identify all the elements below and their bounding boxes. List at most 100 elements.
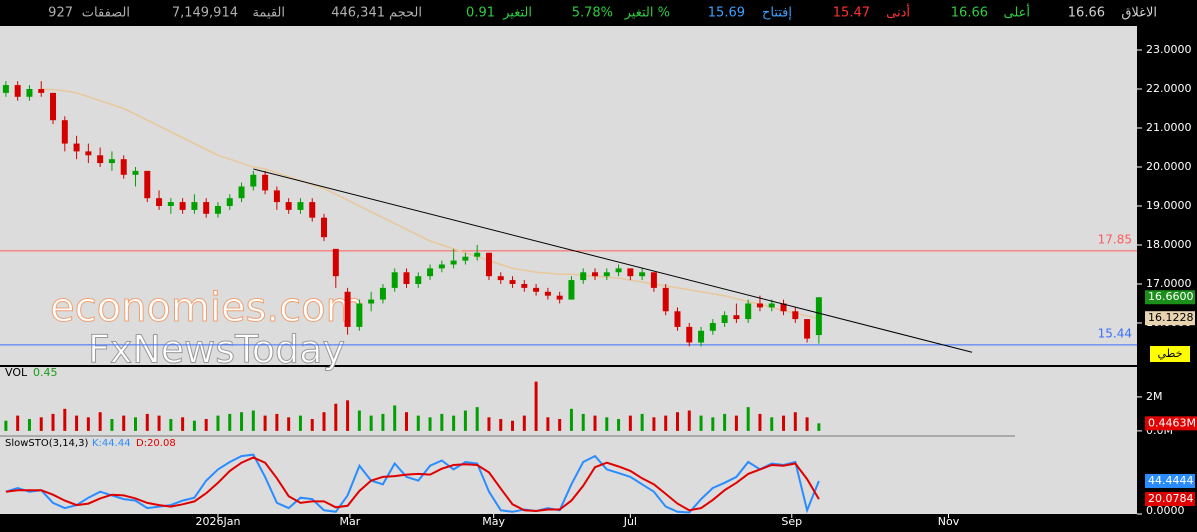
volume-bar bbox=[86, 417, 90, 431]
volume-bar bbox=[51, 413, 55, 431]
volume-bar bbox=[16, 415, 20, 431]
candle-body bbox=[721, 315, 728, 323]
volume-bar bbox=[534, 381, 538, 431]
x-tick-label: 2026Jan bbox=[195, 515, 240, 528]
x-tick-label: May bbox=[482, 515, 505, 528]
candle-body bbox=[639, 272, 646, 277]
y-tick-label: 23.0000 bbox=[1146, 43, 1192, 56]
candle-body bbox=[368, 299, 375, 304]
price-tag bbox=[1145, 416, 1197, 431]
candle-body bbox=[497, 276, 504, 281]
volume-bar bbox=[346, 400, 350, 431]
header-label: أعلى bbox=[1003, 4, 1030, 21]
candle-body bbox=[485, 252, 492, 277]
header-value: 7,149,914 bbox=[172, 6, 238, 21]
panel-title: VOL bbox=[5, 366, 28, 379]
candle-body bbox=[780, 303, 787, 312]
stoch-line bbox=[5, 453, 820, 514]
y-tick-label: 17.0000 bbox=[1146, 277, 1192, 290]
candle-body bbox=[568, 280, 575, 300]
candle-body bbox=[85, 151, 92, 156]
volume-bar bbox=[369, 415, 373, 431]
price-tag bbox=[1145, 473, 1195, 488]
volume-bar bbox=[546, 417, 550, 431]
candle-body bbox=[332, 248, 339, 277]
candle-body bbox=[815, 297, 822, 336]
header-value: 16.66 bbox=[1068, 6, 1105, 21]
volume-bar bbox=[122, 415, 126, 431]
candle-body bbox=[156, 198, 163, 206]
panel-title: SlowSTO(3,14,3) bbox=[5, 438, 88, 449]
scale-box bbox=[1150, 346, 1190, 362]
header-value: 15.47 bbox=[833, 6, 870, 21]
volume-bar bbox=[793, 412, 797, 431]
candle-body bbox=[379, 287, 386, 300]
header-value: 0.91 bbox=[466, 6, 495, 21]
candle-body bbox=[26, 88, 33, 97]
candle-body bbox=[203, 202, 210, 214]
header-label: الحجم bbox=[389, 6, 422, 21]
volume-bar bbox=[169, 419, 173, 431]
volume-bar bbox=[204, 419, 208, 431]
candle-body bbox=[592, 272, 599, 277]
volume-bar bbox=[511, 420, 515, 431]
header-value: 446,341 bbox=[331, 6, 385, 21]
candle-body bbox=[733, 315, 740, 320]
candle-body bbox=[61, 120, 68, 144]
stoch-line bbox=[5, 456, 820, 513]
candle-body bbox=[191, 202, 198, 210]
candle-body bbox=[415, 276, 422, 284]
volume-bar bbox=[475, 407, 479, 431]
volume-bar bbox=[558, 419, 562, 431]
volume-bar bbox=[652, 417, 656, 431]
volume-bar bbox=[805, 417, 809, 431]
candle-body bbox=[238, 186, 245, 199]
header-value: 5.78% bbox=[572, 6, 613, 21]
legend-entry: D:20.08 bbox=[136, 438, 176, 449]
candle-body bbox=[768, 303, 775, 308]
volume-bar bbox=[452, 415, 456, 431]
legend-entry: K:44.44 bbox=[92, 438, 131, 449]
y-tick-label: 2M bbox=[1146, 390, 1163, 403]
candle-body bbox=[686, 326, 693, 343]
candle-body bbox=[356, 303, 363, 327]
volume-bar bbox=[782, 415, 786, 431]
price-tag bbox=[1145, 311, 1195, 326]
volume-bar bbox=[75, 415, 79, 431]
volume-bar bbox=[133, 417, 137, 431]
volume-bar bbox=[817, 423, 821, 431]
watermark: FxNewsToday bbox=[88, 328, 345, 372]
price-tag bbox=[1145, 290, 1195, 305]
volume-bar bbox=[251, 410, 255, 431]
candle-body bbox=[14, 85, 21, 97]
price-tag-label: 44.4444 bbox=[1148, 474, 1194, 487]
y-tick-label: 0.0000 bbox=[1146, 504, 1185, 517]
header-label: الصفقات bbox=[82, 6, 130, 21]
volume-bar bbox=[357, 410, 361, 431]
volume-bar bbox=[416, 415, 420, 431]
candle-body bbox=[2, 85, 9, 93]
volume-bar bbox=[723, 413, 727, 431]
volume-bar bbox=[428, 417, 432, 431]
volume-bar bbox=[640, 413, 644, 431]
volume-bar bbox=[770, 417, 774, 431]
candle-body bbox=[132, 170, 139, 175]
volume-bar bbox=[699, 415, 703, 431]
price-tag bbox=[1145, 492, 1195, 507]
candle-body bbox=[462, 256, 469, 261]
candle-body bbox=[179, 202, 186, 210]
volume-bar bbox=[145, 413, 149, 431]
header-label: التغير % bbox=[624, 6, 670, 21]
volume-bar bbox=[569, 408, 573, 431]
y-tick-label: 22.0000 bbox=[1146, 82, 1192, 95]
candle-body bbox=[662, 287, 669, 312]
volume-bar bbox=[440, 413, 444, 431]
y-tick-label: 21.0000 bbox=[1146, 121, 1192, 134]
header-label: أدنى bbox=[886, 4, 910, 21]
volume-bar bbox=[593, 415, 597, 431]
volume-bar bbox=[334, 403, 338, 431]
volume-bar bbox=[487, 417, 491, 431]
volume-bar bbox=[628, 415, 632, 431]
